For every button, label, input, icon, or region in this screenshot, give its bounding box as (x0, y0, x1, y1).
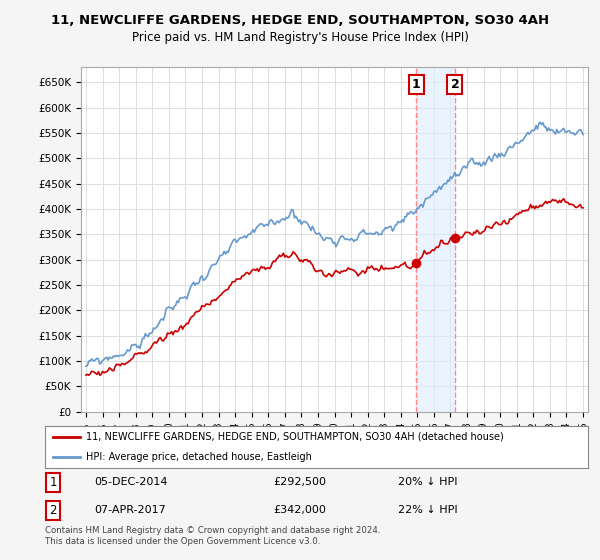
Text: 05-DEC-2014: 05-DEC-2014 (94, 477, 167, 487)
Text: HPI: Average price, detached house, Eastleigh: HPI: Average price, detached house, East… (86, 452, 311, 462)
Text: 20% ↓ HPI: 20% ↓ HPI (398, 477, 457, 487)
Text: 2: 2 (49, 504, 57, 517)
Text: 11, NEWCLIFFE GARDENS, HEDGE END, SOUTHAMPTON, SO30 4AH: 11, NEWCLIFFE GARDENS, HEDGE END, SOUTHA… (51, 14, 549, 27)
Text: 11, NEWCLIFFE GARDENS, HEDGE END, SOUTHAMPTON, SO30 4AH (detached house): 11, NEWCLIFFE GARDENS, HEDGE END, SOUTHA… (86, 432, 503, 442)
Text: 07-APR-2017: 07-APR-2017 (94, 505, 166, 515)
Text: Price paid vs. HM Land Registry's House Price Index (HPI): Price paid vs. HM Land Registry's House … (131, 31, 469, 44)
Bar (416, 67, 455, 412)
Text: £292,500: £292,500 (273, 477, 326, 487)
Text: 1: 1 (412, 78, 421, 91)
Text: Contains HM Land Registry data © Crown copyright and database right 2024.
This d: Contains HM Land Registry data © Crown c… (45, 526, 380, 546)
Text: 22% ↓ HPI: 22% ↓ HPI (398, 505, 458, 515)
Text: £342,000: £342,000 (273, 505, 326, 515)
Text: 1: 1 (49, 475, 57, 489)
Text: 2: 2 (451, 78, 460, 91)
